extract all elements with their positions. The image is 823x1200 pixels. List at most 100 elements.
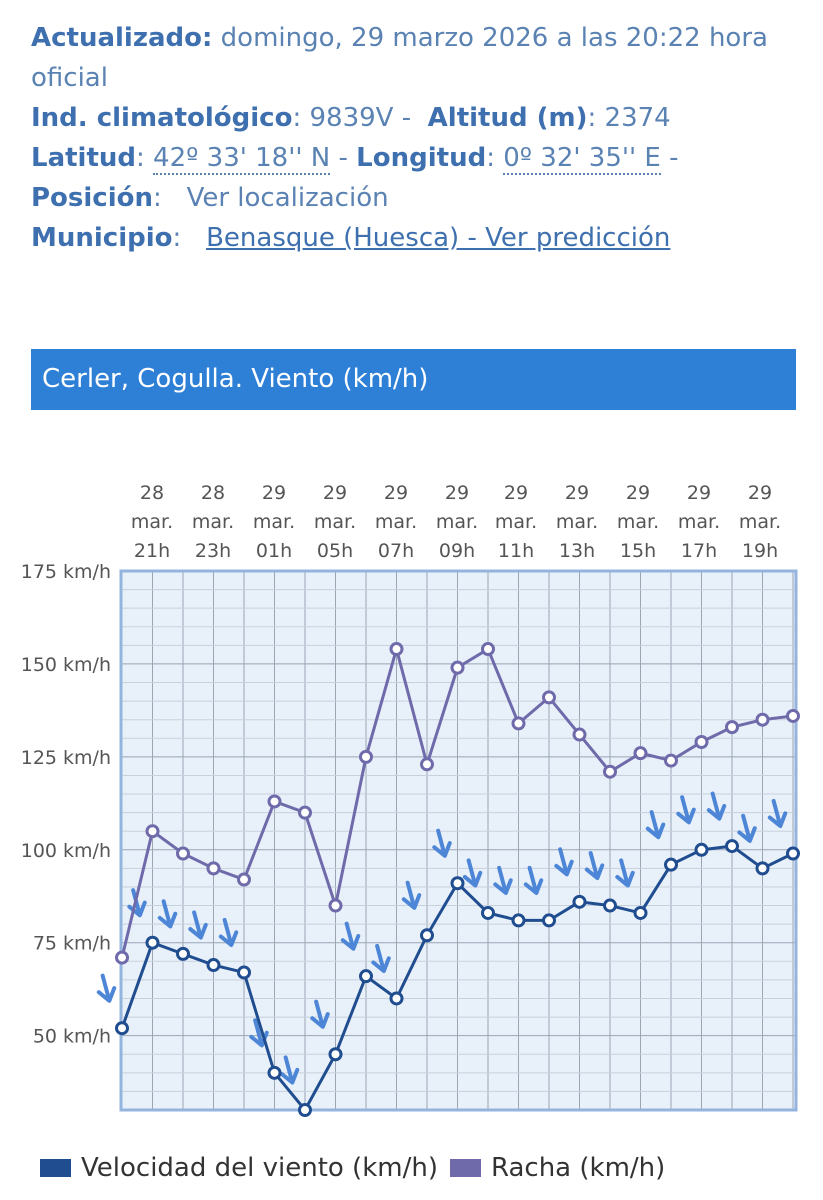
gust-point	[481, 642, 495, 657]
wind-direction-arrow	[615, 858, 635, 888]
climate-altitude-line: Ind. climatológico: 9839V - Altitud (m):…	[31, 103, 671, 133]
legend-speed-swatch	[40, 1159, 71, 1177]
speed-point	[542, 913, 556, 928]
gust-point	[664, 753, 678, 768]
chart-legend: Velocidad del viento (km/h) Racha (km/h)	[40, 1148, 677, 1188]
gust-point	[176, 846, 190, 861]
legend-gust-label: Racha (km/h)	[490, 1153, 666, 1183]
x-tick-label: 29	[504, 482, 528, 504]
latitude-label: Latitud	[31, 143, 137, 173]
gust-point	[786, 708, 800, 723]
wind-direction-arrow	[767, 798, 788, 829]
wind-direction-arrow	[96, 973, 117, 1003]
x-tick-label: mar.	[131, 511, 173, 533]
longitude-label: Longitud	[356, 143, 487, 173]
x-tick-label: mar.	[375, 511, 417, 533]
wind-direction-arrow	[218, 917, 239, 948]
wind-direction-arrow	[340, 921, 361, 951]
wind-direction-arrow	[462, 858, 483, 888]
legend-gust-swatch	[449, 1159, 481, 1177]
x-tick-label: 29	[323, 482, 347, 504]
speed-point	[694, 842, 709, 857]
altitude-value: 2374	[604, 103, 671, 133]
x-tick-label: mar.	[617, 511, 659, 533]
wind-direction-arrow	[737, 813, 757, 843]
wind-direction-arrow	[401, 880, 422, 910]
x-tick-label: mar.	[556, 511, 598, 533]
wind-chart: 175 km/h 150 km/h 125 km/h 100 km/h 75 km/h 5…	[21, 482, 800, 1117]
municipality-link[interactable]: Benasque (Huesca) - Ver predicción	[206, 223, 671, 253]
x-tick-label: mar.	[192, 511, 234, 533]
speed-point	[359, 969, 373, 984]
gust-point	[694, 734, 709, 749]
gust-point	[755, 712, 770, 727]
x-tick-label: 29	[565, 482, 589, 504]
altitude-label: Altitud (m)	[427, 103, 588, 133]
x-tick-label: mar.	[678, 511, 720, 533]
speed-point	[755, 861, 770, 876]
updated-value: domingo, 29 marzo 2026 a las 20:22 hora …	[31, 23, 768, 93]
gust-point	[389, 642, 404, 657]
gust-point	[511, 716, 526, 731]
legend-speed-label: Velocidad del viento (km/h)	[81, 1153, 438, 1183]
wind-direction-arrow	[523, 865, 544, 895]
wind-direction-arrow	[645, 810, 666, 840]
plot-background	[121, 571, 796, 1110]
wind-direction-arrow	[554, 847, 574, 877]
y-tick-label: 100 km/h	[21, 840, 111, 862]
speed-point	[328, 1047, 343, 1062]
chart-banner: Cerler, Cogulla. Viento (km/h)	[31, 349, 796, 410]
speed-point	[267, 1065, 282, 1080]
speed-point	[389, 991, 404, 1006]
station-info: Actualizado: domingo, 29 marzo 2026 a la…	[31, 18, 801, 258]
wind-direction-arrow	[188, 910, 208, 940]
gust-point	[115, 950, 129, 965]
wind-direction-arrow	[279, 1055, 300, 1085]
gust-point	[206, 861, 221, 876]
speed-point	[237, 965, 251, 980]
climate-value: 9839V	[309, 103, 394, 133]
wind-direction-arrow	[432, 828, 452, 858]
updated-label: Actualizado:	[31, 23, 213, 53]
x-tick-label: mar.	[314, 511, 356, 533]
speed-point	[145, 935, 160, 950]
speed-point	[725, 839, 739, 854]
x-tick-label: 15h	[620, 540, 656, 562]
x-tick-label: mar.	[253, 511, 295, 533]
gust-point	[725, 720, 739, 735]
gust-point	[572, 727, 587, 742]
x-tick-label: mar.	[739, 511, 781, 533]
speed-point	[420, 928, 434, 943]
x-tick-label: 28	[140, 482, 164, 504]
climate-label: Ind. climatológico	[31, 103, 293, 133]
gust-point	[145, 824, 160, 839]
x-tick-label: 07h	[378, 540, 414, 562]
latitude-value[interactable]: 42º 33' 18'' N	[153, 143, 331, 175]
x-tick-label: 19h	[742, 540, 778, 562]
position-link[interactable]: Ver localización	[186, 183, 389, 213]
speed-point	[206, 958, 221, 973]
wind-direction-arrow	[706, 791, 727, 821]
coordinates-line: Latitud: 42º 33' 18'' N - Longitud: 0º 3…	[31, 143, 679, 175]
x-tick-label: 09h	[439, 540, 475, 562]
wind-direction-arrow	[157, 899, 178, 929]
speed-point	[450, 876, 465, 891]
longitude-value[interactable]: 0º 32' 35'' E	[503, 143, 661, 175]
gust-point	[633, 746, 648, 761]
x-tick-label: 05h	[317, 540, 353, 562]
speed-point	[511, 913, 526, 928]
x-tick-label: 23h	[195, 540, 231, 562]
gust-point	[267, 794, 282, 809]
x-tick-label: 29	[262, 482, 286, 504]
updated-line: Actualizado: domingo, 29 marzo 2026 a la…	[31, 18, 801, 98]
speed-point	[115, 1021, 129, 1036]
gust-point	[420, 757, 434, 772]
x-tick-label: 29	[384, 482, 408, 504]
speed-point	[481, 905, 495, 920]
x-tick-label: 13h	[559, 540, 595, 562]
y-tick-label: 150 km/h	[21, 654, 111, 676]
position-line: Posición: Ver localización	[31, 183, 389, 213]
wind-direction-arrow	[676, 795, 696, 825]
position-label: Posición	[31, 183, 154, 213]
x-tick-label: 29	[687, 482, 711, 504]
